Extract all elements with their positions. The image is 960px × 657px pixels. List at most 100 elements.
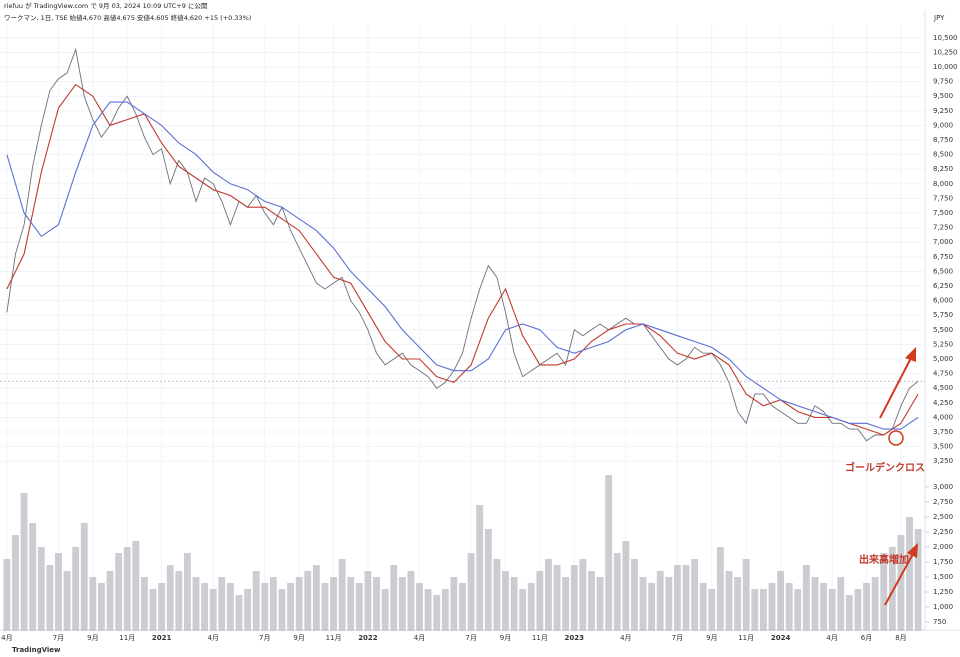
x-tick-label: 7月 — [53, 634, 64, 642]
volume-bar — [596, 577, 604, 631]
volume-bar — [218, 577, 226, 631]
x-tick-label: 2021 — [152, 634, 172, 642]
y-tick-label: 6,750 — [933, 253, 953, 261]
volume-bar — [510, 577, 518, 631]
arrow-head — [905, 347, 916, 362]
volume-bar — [673, 565, 681, 631]
volume-bar — [820, 583, 827, 631]
volume-bar — [398, 577, 406, 631]
volume-bar — [373, 577, 380, 631]
volume-bar — [648, 583, 656, 631]
y-tick-label: 6,500 — [933, 267, 953, 275]
y-tick-label: 7,000 — [933, 238, 953, 246]
moving-average — [6, 83, 919, 436]
volume-bar — [914, 529, 922, 631]
volume-bar — [175, 571, 183, 631]
volume-bar — [390, 565, 398, 631]
volume-bar — [433, 595, 441, 631]
volume-bar — [768, 583, 776, 631]
volume-bar — [545, 559, 552, 631]
y-tick-label: 5,750 — [933, 311, 953, 319]
volume-bar — [72, 547, 80, 631]
price-line — [6, 47, 919, 442]
x-tick-label: 9月 — [706, 634, 717, 642]
x-tick-label: 7月 — [465, 634, 476, 642]
volume-bar — [364, 571, 372, 631]
x-tick-label: 9月 — [87, 634, 98, 642]
volume-bar — [20, 493, 28, 631]
y-tick-label: 5,000 — [933, 355, 953, 363]
y2-tick-label: 1,750 — [933, 558, 953, 566]
y-tick-label: 9,500 — [933, 92, 953, 100]
volume-bar — [854, 589, 862, 631]
y2-tick-label: 1,000 — [933, 603, 953, 611]
volume-bar — [785, 583, 793, 631]
volume-bar — [450, 577, 458, 631]
y-tick-label: 4,750 — [933, 370, 953, 378]
volume-bar — [183, 553, 191, 631]
y-tick-label: 4,000 — [933, 413, 953, 421]
y-tick-label: 7,750 — [933, 194, 953, 202]
y2-tick-label: 3,000 — [933, 483, 953, 491]
y-tick-label: 3,500 — [933, 443, 953, 451]
y2-tick-label: 1,250 — [933, 588, 953, 596]
volume-bar — [244, 589, 252, 631]
volume-bar — [802, 565, 810, 631]
x-tick-label: 4月 — [620, 634, 631, 642]
volume-bar — [828, 589, 836, 631]
volume-bar — [734, 577, 742, 631]
volume-bar — [536, 571, 544, 631]
volume-bar — [261, 583, 269, 631]
y-tick-label: 8,000 — [933, 180, 953, 188]
volume-bar — [132, 541, 140, 631]
y-tick-label: 5,250 — [933, 340, 953, 348]
x-tick-label: 7月 — [259, 634, 270, 642]
volume-bar — [235, 595, 243, 631]
arrow-up — [879, 355, 913, 419]
volume-bar — [716, 547, 724, 631]
volume-bar — [12, 535, 19, 631]
volume-bar — [605, 475, 613, 631]
volume-bar — [226, 583, 234, 631]
plot: 4月 7月 9月 11月 2021 4月 7月 9月 11月 2022 4月 7月 9月 11月 2023 4… — [0, 25, 958, 642]
x-tick-label: 9月 — [293, 634, 304, 642]
x-tick-label: 11月 — [532, 634, 548, 642]
volume-bar — [441, 589, 449, 631]
arrow-head — [907, 543, 918, 558]
volume-bar — [467, 553, 475, 631]
y-tick-label: 3,250 — [933, 457, 953, 465]
volume-bar — [570, 565, 578, 631]
volume-bar — [502, 571, 509, 631]
volume-bar — [708, 589, 716, 631]
x-tick-label: 4月 — [207, 634, 218, 642]
volume-bar — [106, 571, 114, 631]
x-tick-label: 9月 — [500, 634, 511, 642]
x-tick-label: 2022 — [358, 634, 378, 642]
volume-bar — [89, 577, 97, 631]
y2-tick-label: 1,500 — [933, 573, 953, 581]
volume-bar — [588, 571, 595, 631]
volume-bar — [691, 559, 699, 631]
volume-bar — [209, 589, 217, 631]
volume-bar — [493, 559, 501, 631]
volume-bar — [897, 535, 905, 631]
y-tick-label: 10,000 — [933, 63, 958, 71]
volume-bar — [304, 571, 312, 631]
volume-bar — [140, 577, 148, 631]
volume-bar — [278, 589, 286, 631]
x-tick-label: 4月 — [826, 634, 837, 642]
y2-tick-label: 2,250 — [933, 528, 953, 536]
y-tick-label: 9,000 — [933, 121, 953, 129]
volume-bar — [55, 553, 62, 631]
arrow-up — [884, 551, 915, 606]
volume-bar — [252, 571, 260, 631]
y-tick-label: 6,000 — [933, 297, 953, 305]
annotation: 出来高増加 — [859, 553, 909, 566]
volume-bar — [287, 583, 295, 631]
y-tick-label: 8,500 — [933, 151, 953, 159]
volume-bar — [201, 583, 209, 631]
volume-bar — [553, 565, 561, 631]
y-tick-label: 5,500 — [933, 326, 953, 334]
volume-bar — [725, 571, 733, 631]
y-tick-label: 7,250 — [933, 224, 953, 232]
